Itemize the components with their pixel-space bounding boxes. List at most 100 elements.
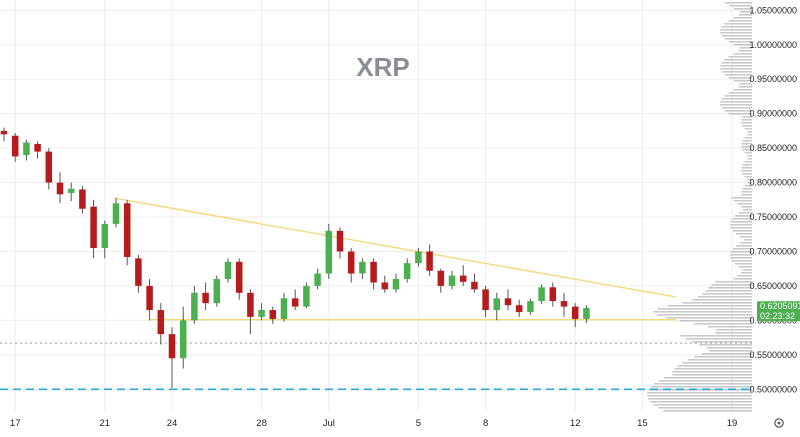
- candle-body: [583, 307, 590, 319]
- candle: [213, 275, 221, 307]
- candle: [101, 220, 109, 259]
- candle-body: [224, 261, 232, 280]
- volume-profile-bar: [728, 5, 752, 7]
- price-tick-label: 0.90000000: [749, 109, 797, 119]
- price-tick-label: 0.70000000: [749, 246, 797, 256]
- volume-profile-bar: [699, 344, 752, 346]
- candle-body: [336, 230, 344, 252]
- candle: [56, 172, 64, 204]
- volume-profile-bar: [733, 278, 752, 280]
- volume-profile-bar: [732, 218, 752, 220]
- settings-gear-icon[interactable]: [774, 418, 784, 428]
- price-tick-label: 0.75000000: [749, 212, 797, 222]
- candle: [280, 292, 288, 322]
- candle: [583, 305, 590, 324]
- candle-body: [23, 142, 30, 156]
- candle-body: [448, 275, 456, 286]
- volume-profile-bar: [734, 215, 752, 217]
- volume-profile-bar: [692, 341, 752, 343]
- time-tick-label: 24: [167, 418, 178, 429]
- candle-body: [45, 151, 53, 183]
- volume-profile-bar: [730, 257, 752, 259]
- volume-profile-bar: [720, 104, 752, 106]
- candle-body: [123, 203, 131, 257]
- candle: [560, 292, 568, 317]
- candle: [314, 268, 321, 290]
- volume-profile-bar: [666, 317, 752, 319]
- candle-body: [258, 310, 265, 317]
- volume-profile-bar: [728, 77, 752, 79]
- time-axis[interactable]: 17 21 24 28 Jul 5 8 12 15 19: [10, 418, 737, 429]
- candle-body: [269, 310, 277, 319]
- volume-profile-bar: [739, 11, 752, 13]
- candle-body: [179, 320, 187, 359]
- candle-body: [101, 223, 109, 249]
- price-tick-label: 0.85000000: [749, 143, 797, 153]
- volume-profile-bar: [747, 155, 752, 157]
- candle-body: [112, 203, 120, 224]
- candle-body: [79, 189, 86, 209]
- candle: [157, 303, 165, 345]
- time-tick-label: 5: [416, 418, 421, 429]
- volume-profile-bar: [739, 236, 752, 238]
- volume-profile-bar: [658, 380, 752, 382]
- volume-profile-bar: [657, 308, 752, 310]
- candle-body: [370, 261, 377, 283]
- price-tick-label: 0.95000000: [749, 74, 797, 84]
- volume-profile-bar: [681, 362, 752, 364]
- volume-profile-bar: [705, 290, 752, 292]
- candle: [0, 127, 8, 142]
- candle: [67, 182, 75, 202]
- candle: [392, 273, 400, 293]
- candle: [437, 268, 445, 293]
- countdown-label: 02:23:32: [760, 311, 795, 321]
- candle-body: [90, 206, 97, 249]
- volume-profile-bar: [730, 224, 752, 226]
- volume-profile-bar: [741, 206, 752, 208]
- volume-profile-bar: [742, 149, 752, 151]
- candle: [112, 197, 120, 228]
- grid-lines: [0, 0, 752, 412]
- current-price-tag-bg: [757, 301, 800, 322]
- candle-body: [504, 298, 512, 306]
- price-axis[interactable]: 1.05000000 1.00000000 0.95000000 0.90000000…: [749, 5, 797, 394]
- candle: [381, 275, 389, 293]
- volume-profile-bar: [728, 113, 752, 115]
- volume-profile-bar: [677, 365, 752, 367]
- candle-body: [482, 289, 489, 311]
- volume-profile-bar: [738, 14, 752, 16]
- candle: [527, 298, 534, 315]
- volume-profile-bar: [742, 116, 752, 118]
- volume-profile-bar: [733, 89, 752, 91]
- volume-profile-bar: [667, 305, 752, 307]
- volume-profile-bar: [728, 41, 752, 43]
- candle: [202, 282, 209, 311]
- candle-body: [437, 270, 445, 286]
- candle-body: [67, 188, 75, 193]
- candle: [258, 303, 265, 321]
- volume-profile-bar: [720, 32, 752, 34]
- time-tick-label: 17: [10, 418, 21, 429]
- candle-body: [56, 182, 64, 195]
- candle: [11, 132, 19, 162]
- volume-profile-bar: [650, 401, 752, 403]
- candle: [504, 289, 512, 311]
- candle: [426, 244, 433, 276]
- volume-profile-bar: [738, 86, 752, 88]
- volume-profile-bar: [720, 65, 752, 67]
- volume-profile-bar: [708, 287, 752, 289]
- candle: [135, 254, 142, 293]
- candle-body: [213, 279, 221, 304]
- volume-profile-bar: [647, 395, 752, 397]
- price-tick-label: 1.00000000: [749, 40, 797, 50]
- candle: [90, 199, 97, 259]
- candle: [235, 258, 243, 300]
- volume-profile-bar: [654, 383, 752, 385]
- volume-profile-bar: [715, 332, 752, 334]
- volume-profile-bar: [743, 239, 752, 241]
- volume-profile-bar: [674, 368, 752, 370]
- volume-profile-bar: [663, 410, 752, 412]
- volume-profile-bar: [708, 326, 752, 328]
- candle: [403, 258, 411, 283]
